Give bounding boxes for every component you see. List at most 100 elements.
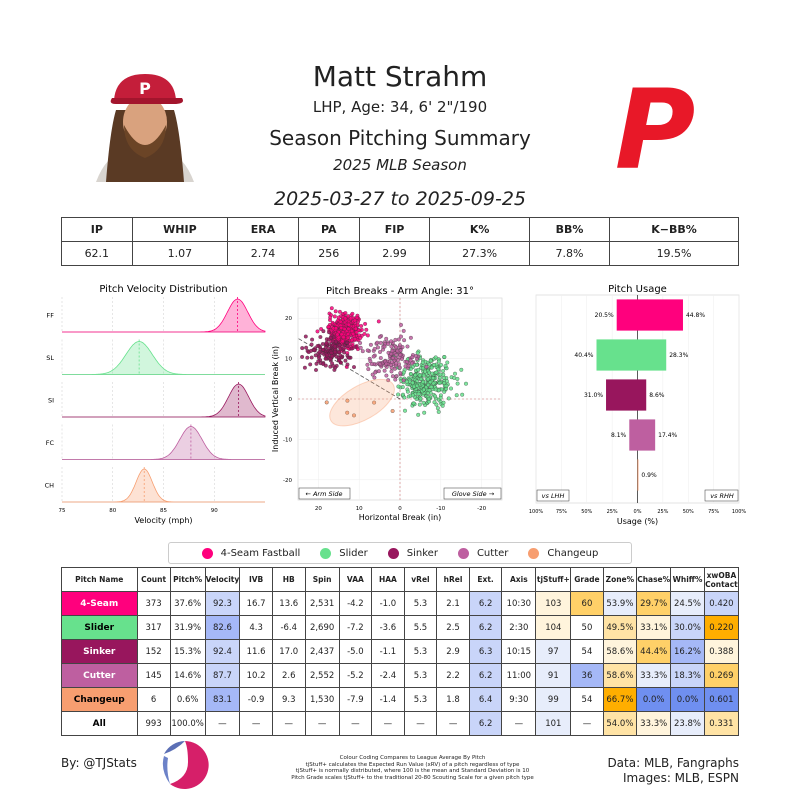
point-sl: [433, 355, 438, 360]
point-ff: [346, 314, 351, 319]
table-cell: 103: [535, 591, 572, 616]
point-sl: [433, 394, 438, 399]
usage-bar-rhh-sl: [637, 339, 667, 371]
usage-label-rhh: 17.4%: [658, 432, 677, 439]
point-sl: [403, 408, 407, 413]
point-sl: [445, 360, 450, 365]
point-fc: [389, 351, 394, 356]
point-si: [345, 344, 350, 349]
table-cell: 2,690: [304, 615, 340, 640]
point-sl: [436, 409, 441, 414]
y-axis-label: Induced Vertical Break (in): [271, 346, 280, 452]
point-sl: [436, 359, 441, 364]
point-sl: [455, 376, 460, 381]
point-fc: [398, 352, 403, 357]
point-sl: [437, 380, 442, 385]
usage-bar-rhh-fc: [637, 419, 656, 451]
legend-swatch: [528, 547, 540, 559]
point-fc: [369, 362, 374, 367]
point-sl: [441, 369, 446, 373]
point-fc: [388, 362, 393, 367]
density-curve-ff: [62, 298, 266, 333]
table-cell: 0.0%: [636, 687, 672, 712]
table-cell: 11:00: [501, 663, 537, 688]
table-cell: 2,437: [304, 639, 340, 664]
lhh-label: vs LHH: [542, 492, 565, 500]
point-ff: [358, 335, 363, 340]
point-si: [321, 347, 325, 352]
point-fc: [365, 362, 370, 367]
point-sl: [427, 362, 432, 367]
table-cell: 49.5%: [602, 615, 638, 640]
table-cell: 53.9%: [602, 591, 638, 616]
y-tick-label: -10: [283, 437, 292, 443]
stat-header: PA: [297, 217, 360, 242]
point-sl: [440, 403, 445, 408]
usage-bar-rhh-ff: [637, 299, 683, 331]
point-ff: [351, 331, 356, 336]
usage-bar-lhh-sl: [596, 339, 638, 371]
arm-side-box: [298, 487, 351, 500]
table-cell: 13.6: [271, 591, 306, 616]
point-sl: [431, 376, 435, 381]
table-cell: 58.6%: [602, 663, 638, 688]
point-ff: [332, 314, 337, 319]
table-cell: 10.2: [239, 663, 273, 688]
table-cell: -0.9: [239, 687, 273, 712]
point-si: [323, 356, 328, 361]
point-fc: [378, 350, 382, 354]
point-ff: [339, 332, 344, 337]
table-cell: 152: [136, 639, 171, 664]
point-fc: [384, 373, 389, 378]
stat-header: FIP: [358, 217, 431, 242]
table-cell: 15.3%: [169, 639, 206, 664]
point-si: [320, 342, 325, 346]
table-cell: 83.1: [204, 687, 241, 712]
point-ff: [338, 319, 343, 324]
point-ff: [365, 333, 370, 338]
x-axis-label: Velocity (mph): [134, 516, 192, 525]
tick-label: 0%: [634, 509, 642, 515]
table-cell: 145: [136, 663, 171, 688]
point-fc: [401, 378, 406, 383]
note-line: tjStuff+ is normally distributed, where …: [295, 768, 530, 774]
table-cell: —: [338, 711, 373, 736]
table-cell: 60: [570, 591, 604, 616]
arm-side-label: ← Arm Side: [305, 490, 342, 498]
point-ff: [354, 330, 359, 335]
table-cell: 87.7: [204, 663, 241, 688]
point-sl: [431, 381, 436, 386]
table-cell: 1.8: [436, 687, 470, 712]
footer-notes: Colour Coding Compares to League Average…: [270, 755, 555, 781]
point-fc: [394, 353, 399, 357]
point-fc: [358, 341, 363, 345]
column-header: xwOBA Contact: [703, 567, 740, 592]
column-header: IVB: [239, 567, 273, 592]
point-si: [318, 335, 323, 339]
point-ff: [333, 326, 338, 331]
point-fc: [391, 356, 396, 360]
point-ch: [372, 400, 377, 405]
lhh-box: [536, 489, 570, 502]
point-si: [316, 355, 321, 360]
credits: Data: MLB, Fangraphs Images: MLB, ESPN: [560, 756, 739, 786]
point-sl: [396, 392, 401, 397]
point-sl: [429, 385, 434, 390]
point-si: [321, 329, 326, 334]
point-ff: [342, 327, 347, 331]
point-si: [347, 355, 352, 360]
point-sl: [436, 367, 441, 372]
tick-label: 75%: [708, 509, 719, 515]
column-header: HB: [271, 567, 306, 592]
table-cell: 6.2: [468, 711, 503, 736]
point-sl: [410, 393, 415, 398]
table-cell: 5.3: [403, 591, 438, 616]
glove-side-box: [443, 487, 502, 500]
table-cell: 5.3: [403, 663, 438, 688]
density-curve-fc: [62, 426, 265, 460]
point-si: [302, 365, 307, 370]
point-si: [337, 343, 342, 348]
point-sl: [402, 395, 407, 400]
stat-value: 2.74: [227, 241, 299, 266]
point-sl: [411, 401, 416, 406]
